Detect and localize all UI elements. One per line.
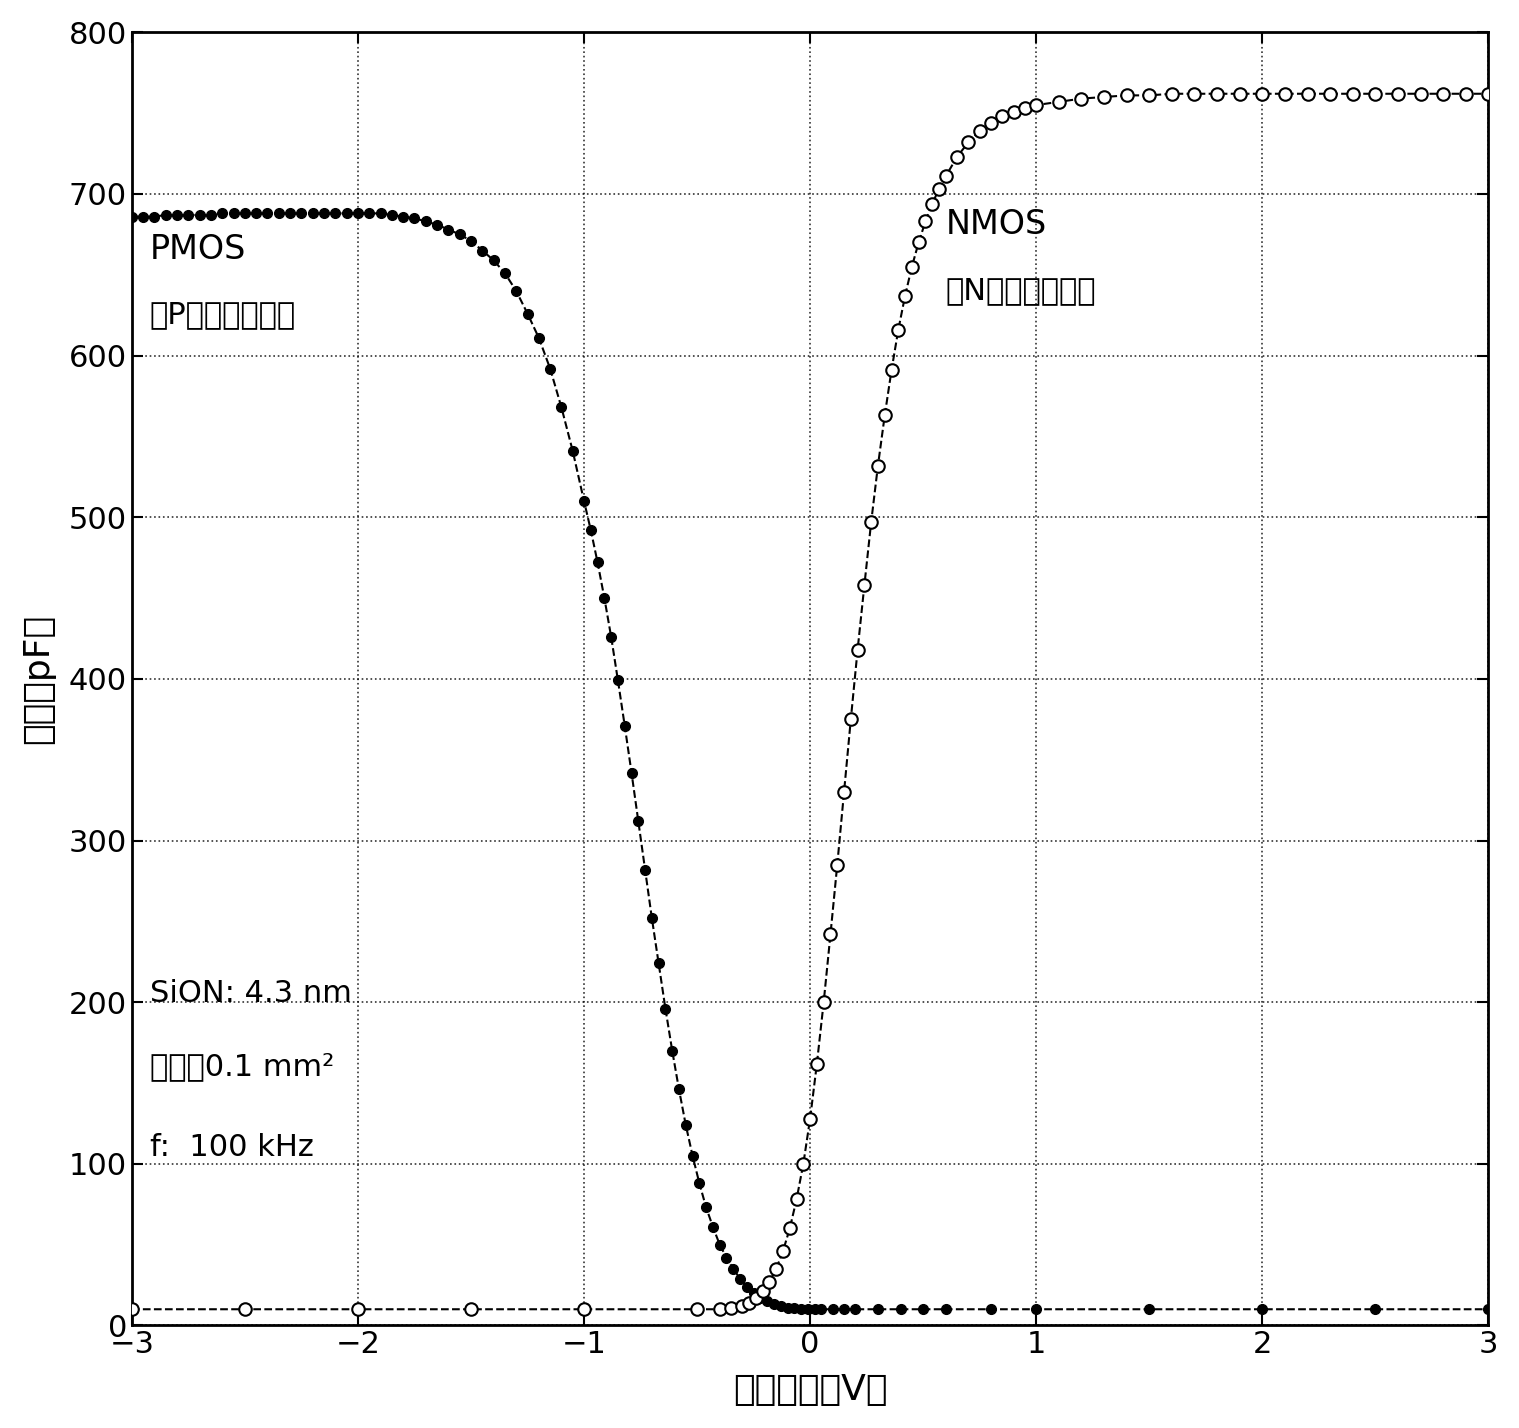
Text: SiON: 4.3 nm: SiON: 4.3 nm xyxy=(150,980,352,1008)
Y-axis label: 电容（pF）: 电容（pF） xyxy=(21,614,55,744)
Text: PMOS: PMOS xyxy=(150,233,246,266)
Text: f:  100 kHz: f: 100 kHz xyxy=(150,1132,313,1162)
Text: （N－型衬底　）: （N－型衬底 ） xyxy=(946,276,1097,306)
Text: 面积：0.1 mm²: 面积：0.1 mm² xyxy=(150,1052,334,1081)
Text: （P－型衬底　）: （P－型衬底 ） xyxy=(150,300,296,330)
X-axis label: 栏极电压（V）: 栏极电压（V） xyxy=(732,1374,887,1407)
Text: NMOS: NMOS xyxy=(946,208,1047,241)
